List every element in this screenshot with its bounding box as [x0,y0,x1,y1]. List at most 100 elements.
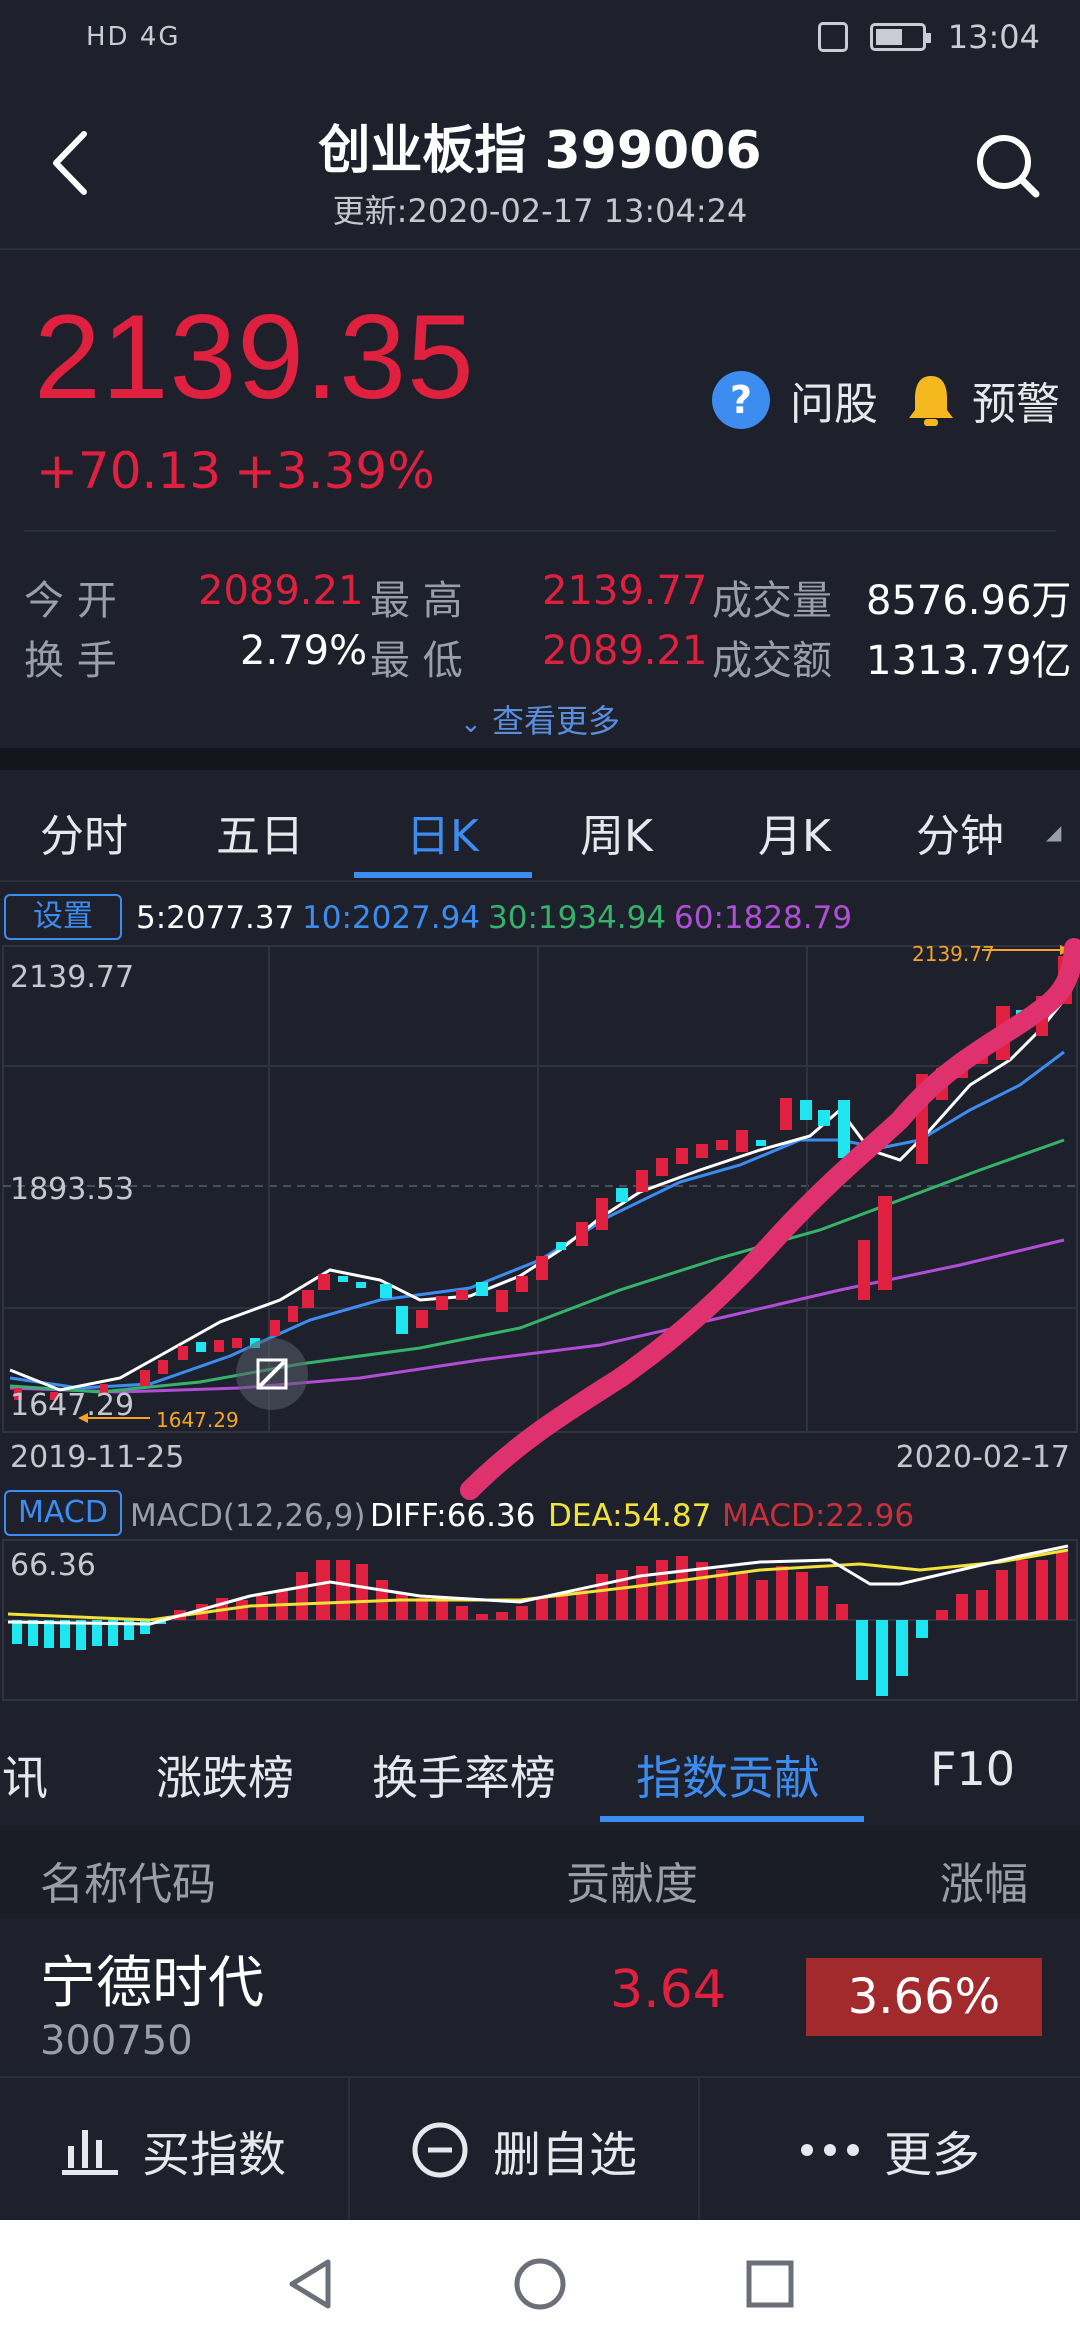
current-price: 2139.35 [34,290,475,424]
price-change-pct: +3.39% [234,442,435,500]
status-right: 13:04 [817,18,1040,56]
ask-stock-label: 问股 [790,379,878,430]
candles [14,956,1072,1400]
bell-icon [909,376,953,426]
turnover-value: 2.79% [240,628,368,674]
macd-button[interactable]: MACD [4,1490,122,1536]
more-button[interactable]: 更多 [700,2078,1080,2222]
dropdown-triangle-icon: ◢ [1046,820,1062,844]
period-tabs: 分时 五日 日K 周K 月K 分钟 ◢ [0,770,1080,882]
buy-index-button[interactable]: 买指数 [0,2078,348,2222]
col-contribution: 贡献度 [566,1859,698,1910]
amount-value: 1313.79亿 [866,638,1072,684]
buy-index-label: 买指数 [141,2127,286,2183]
tab-weekly-k[interactable]: 周K [580,811,653,862]
ma10-legend: 10:2027.94 [302,900,481,936]
tab-monthly-k[interactable]: 月K [758,811,831,862]
active-tab-indicator [354,872,532,878]
question-icon: ? [712,371,770,429]
active-rank-indicator [600,1816,864,1822]
alert-label: 预警 [972,379,1060,430]
y-axis-top: 2139.77 [10,960,135,995]
open-label: 今 开 [24,578,117,624]
amount-label: 成交额 [712,638,832,684]
low-marker: 1647.29 [156,1408,239,1432]
col-name-code: 名称代码 [40,1859,216,1910]
alert-button[interactable]: 预警 [906,368,1060,432]
divider [0,248,1080,250]
vibrate-icon [817,22,848,52]
macd-value: MACD:22.96 [722,1498,915,1534]
change-pct-badge: 3.66% [806,1958,1042,2036]
search-icon[interactable] [972,130,1042,200]
high-marker: 2139.77 [912,942,995,966]
section-gap [0,748,1080,770]
price-change: +70.13 [36,442,222,500]
more-dots-icon [800,2144,859,2156]
ask-stock-button[interactable]: ? 问股 [712,368,878,432]
tab-gainers-losers[interactable]: 涨跌榜 [156,1751,294,1805]
low-label: 最 低 [370,638,463,684]
macd-diff: DIFF:66.36 [370,1498,536,1534]
ma60-legend: 60:1828.79 [674,900,853,936]
tab-daily-k[interactable]: 日K [406,811,479,862]
stock-name: 宁德时代 [40,1951,264,2016]
remove-watchlist-button[interactable]: 删自选 [350,2078,698,2222]
settings-button[interactable]: 设置 [4,894,122,940]
y-axis-bottom: 1647.29 [10,1388,135,1423]
tab-index-contribution[interactable]: 指数贡献 [636,1751,820,1805]
high-label: 最 高 [370,578,463,624]
open-value: 2089.21 [198,568,364,614]
page-title: 创业板指 399006 [318,121,762,181]
tab-five-day[interactable]: 五日 [216,811,304,862]
macd-histogram [12,1552,1068,1696]
macd-params: MACD(12,26,9) [130,1498,366,1534]
tab-turnover-rank[interactable]: 换手率榜 [372,1751,556,1805]
nav-back-icon[interactable] [280,2254,340,2314]
high-value: 2139.77 [542,568,708,614]
col-change-pct: 涨幅 [940,1859,1028,1910]
volume-label: 成交量 [712,578,832,624]
macd-y-top: 66.36 [10,1548,96,1583]
contribution-value: 3.64 [610,1960,726,2020]
turnover-label: 换 手 [24,638,117,684]
stock-code: 300750 [40,2018,193,2064]
macd-dea: DEA:54.87 [548,1498,712,1534]
battery-icon [869,23,931,51]
update-time: 更新:2020-02-17 13:04:24 [332,192,748,230]
table-header: 名称代码 贡献度 涨幅 [0,1826,1080,1918]
system-nav-bar [0,2220,1080,2340]
date-end: 2020-02-17 [895,1440,1070,1475]
nav-recent-icon[interactable] [740,2254,800,2314]
bottom-action-bar: 买指数 删自选 更多 [0,2076,1080,2222]
ma30-legend: 30:1934.94 [488,900,667,936]
chevron-down-icon: ⌄ [460,709,482,739]
rank-tabs: 资讯 涨跌榜 换手率榜 指数贡献 F10 [0,1714,1080,1824]
tab-minute[interactable]: 分钟 [916,811,1004,862]
ma5-legend: 5:2077.37 [136,900,295,936]
network-indicator: HD 4G [86,22,181,52]
tab-f10[interactable]: F10 [930,1742,1015,1796]
remove-watchlist-label: 删自选 [492,2127,637,2183]
tab-intraday[interactable]: 分时 [40,811,128,862]
bar-chart-icon [61,2130,118,2175]
divider [24,530,1056,532]
minus-circle-icon [412,2122,468,2178]
divider [348,2078,350,2222]
view-more-label: 查看更多 [491,702,620,740]
low-value: 2089.21 [542,628,708,674]
volume-value: 8576.96万 [866,578,1072,624]
more-label: 更多 [883,2127,980,2183]
nav-home-icon[interactable] [510,2254,570,2314]
tab-news[interactable]: 资讯 [0,1751,48,1805]
divider [698,2078,700,2222]
table-row[interactable]: 宁德时代 300750 3.64 3.66% [0,1918,1080,2076]
back-chevron-icon[interactable] [50,128,90,198]
date-start: 2019-11-25 [10,1440,185,1475]
view-more-link[interactable]: ⌄ 查看更多 [0,696,1080,742]
clock: 13:04 [947,18,1040,56]
y-axis-mid: 1893.53 [10,1172,135,1207]
status-bar: HD 4G 13:04 [0,0,1080,80]
divider [0,880,1080,882]
kline-chart[interactable] [0,0,1080,1714]
